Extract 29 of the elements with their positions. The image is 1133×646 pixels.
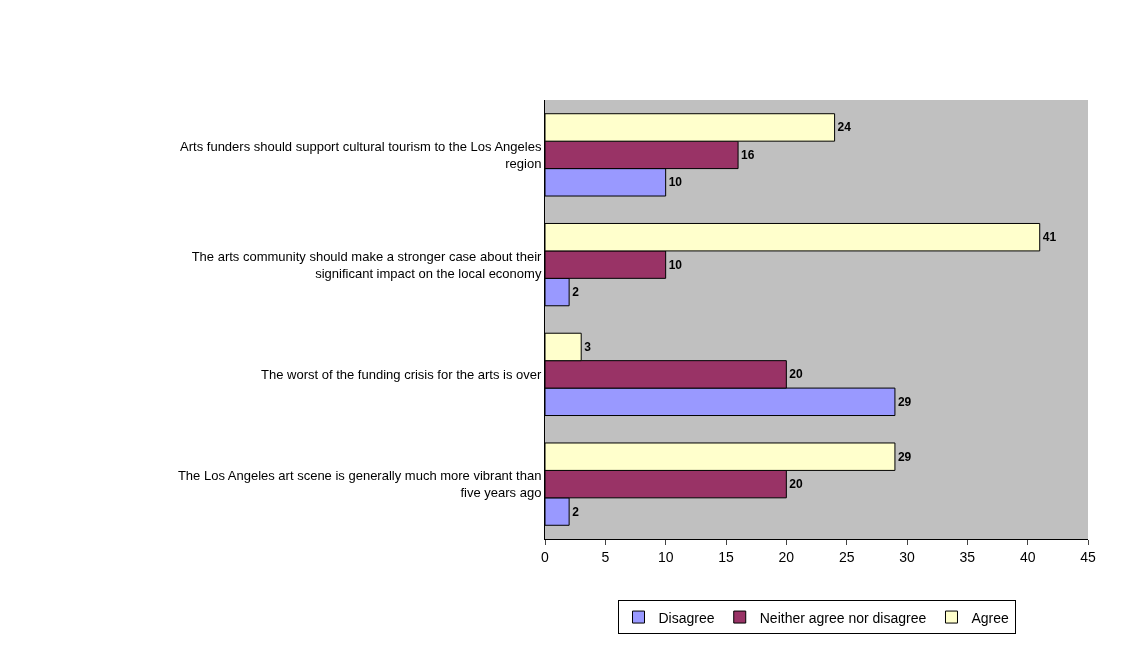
x-tick-label: 5	[601, 548, 610, 565]
data-label: 41	[1042, 230, 1057, 245]
legend-label: Disagree	[658, 609, 715, 626]
data-label: 20	[789, 477, 803, 492]
x-tick-label: 10	[657, 548, 674, 565]
y-tick-label: The worst of the funding crisis for the arts is over	[261, 366, 543, 382]
data-label: 3	[584, 339, 592, 354]
data-label: 29	[897, 394, 912, 409]
x-tick-label: 35	[959, 548, 976, 565]
x-tick-label: 20	[778, 548, 795, 565]
x-tick-label: 40	[1019, 548, 1036, 565]
x-tick-label: 25	[838, 548, 855, 565]
data-label: 16	[741, 147, 755, 162]
y-tick-label: The arts community should make a stronger case about their significant impact on the local economy	[191, 248, 543, 281]
data-label: 29	[897, 449, 912, 464]
x-tick-label: 0	[541, 548, 550, 565]
data-label: 20	[789, 367, 803, 382]
x-tick-label: 45	[1080, 548, 1096, 565]
data-label: 10	[668, 175, 683, 190]
x-tick-label: 30	[899, 548, 915, 565]
x-tick-label: 15	[718, 548, 734, 565]
data-label: 24	[837, 120, 852, 135]
data-label: 2	[572, 285, 580, 300]
data-label: 10	[668, 257, 683, 272]
data-label: 2	[572, 504, 580, 519]
legend-label: Agree	[971, 609, 1010, 626]
y-tick-label: Arts funders should support cultural tourism to the Los Angeles region	[180, 138, 542, 171]
legend-label: Neither agree nor disagree	[759, 609, 927, 626]
y-tick-label: The Los Angeles art scene is generally much more vibrant than five years ago	[177, 468, 542, 501]
